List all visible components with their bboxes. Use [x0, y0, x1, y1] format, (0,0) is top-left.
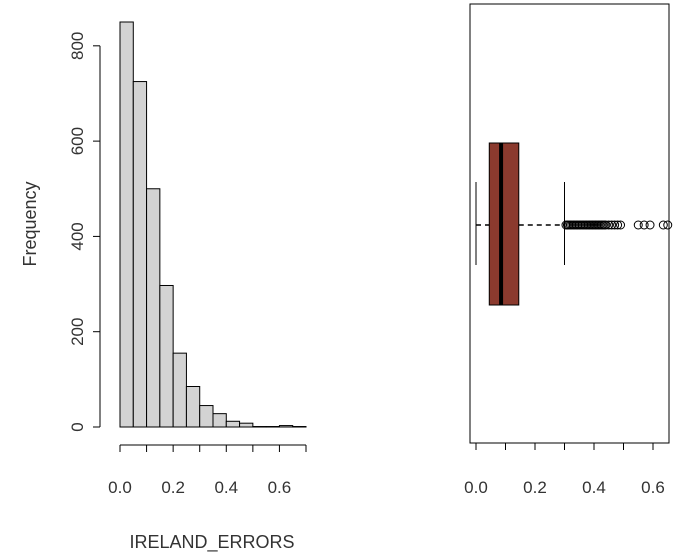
boxplot-outlier-point	[645, 220, 655, 230]
boxplot-x-tick-label: 0.0	[464, 478, 488, 497]
histogram-x-axis: 0.0 0.2 0.4 0.6	[108, 444, 307, 497]
boxplot-panel: 0.0 0.2 0.4 0.6	[464, 3, 673, 497]
y-tick-label: 800	[68, 32, 87, 60]
x-tick-label: 0.4	[214, 478, 238, 497]
histogram-bar	[239, 422, 254, 428]
boxplot-outlier-point	[604, 220, 614, 230]
histogram-bars	[119, 21, 307, 428]
boxplot-x-tick-label: 0.6	[641, 478, 665, 497]
histogram-bar	[159, 284, 174, 428]
histogram-bar	[265, 426, 280, 428]
boxplot-outlier-point	[601, 220, 611, 230]
histogram-bar	[225, 420, 241, 428]
histogram-bar	[252, 426, 267, 428]
boxplot-outlier-point	[616, 220, 626, 230]
x-tick-label: 0.0	[108, 478, 132, 497]
histogram-y-axis-title: Frequency	[20, 181, 40, 266]
histogram-bar	[212, 413, 227, 428]
boxplot-outlier-point	[639, 220, 649, 230]
histogram-bar	[146, 188, 161, 428]
boxplot-outlier-point	[658, 220, 668, 230]
boxplot-outlier-point	[663, 220, 673, 230]
y-tick-label: 600	[68, 127, 87, 155]
boxplot-shapes	[475, 142, 673, 306]
boxplot-x-axis: 0.0 0.2 0.4 0.6	[464, 442, 665, 497]
y-tick-label: 200	[68, 318, 87, 346]
boxplot-outlier-point	[607, 220, 617, 230]
histogram-bar	[185, 386, 201, 428]
histogram-bar	[292, 426, 307, 428]
histogram-panel: 0 200 400 600 800 0.0 0.2 0.4 0.6 IRELAND_ERROR…	[20, 21, 307, 553]
boxplot-outlier-point	[633, 220, 643, 230]
histogram-x-axis-title: IRELAND_ERRORS	[129, 532, 294, 553]
boxplot-x-tick-label: 0.4	[582, 478, 606, 497]
histogram-bar	[119, 21, 134, 428]
x-tick-label: 0.2	[161, 478, 185, 497]
boxplot-x-tick-label: 0.2	[523, 478, 547, 497]
x-tick-label: 0.6	[268, 478, 292, 497]
boxplot-box	[488, 142, 520, 306]
boxplot-outlier-point	[610, 220, 620, 230]
y-tick-label: 400	[68, 222, 87, 250]
histogram-bar	[278, 425, 294, 428]
y-tick-label: 0	[68, 422, 87, 431]
histogram-bar	[132, 81, 148, 428]
boxplot-outlier-point	[613, 220, 623, 230]
histogram-bar	[199, 405, 214, 428]
histogram-bar	[172, 352, 187, 428]
histogram-y-axis: 0 200 400 600 800	[68, 32, 101, 432]
